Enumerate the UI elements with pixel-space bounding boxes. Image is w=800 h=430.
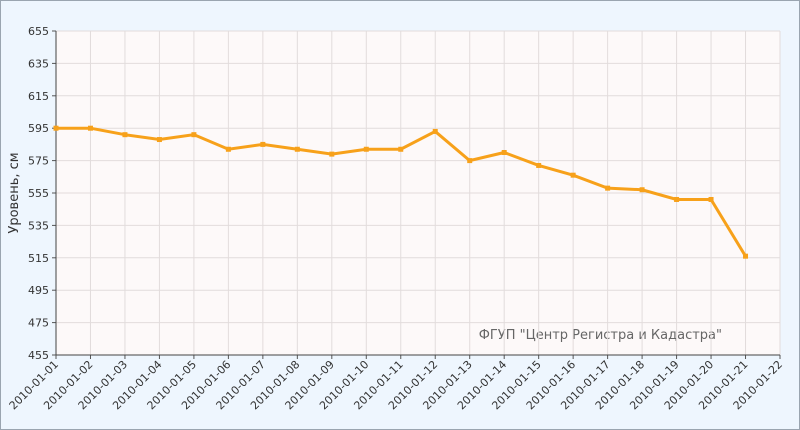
y-tick-label: 615 bbox=[28, 90, 49, 103]
point bbox=[570, 172, 576, 178]
point bbox=[674, 196, 680, 202]
y-tick-label: 455 bbox=[28, 349, 49, 362]
point bbox=[363, 146, 369, 152]
y-tick-label: 555 bbox=[28, 187, 49, 200]
point bbox=[53, 125, 59, 131]
y-tick-label: 475 bbox=[28, 317, 49, 330]
point bbox=[398, 146, 404, 152]
annotation: ФГУП "Центр Регистра и Кадастра" bbox=[479, 328, 722, 343]
y-tick-label: 495 bbox=[28, 284, 49, 297]
point bbox=[432, 128, 438, 134]
y-tick-label: 535 bbox=[28, 219, 49, 232]
y-tick-label: 635 bbox=[28, 57, 49, 70]
point bbox=[87, 125, 93, 131]
point bbox=[329, 151, 335, 157]
y-tick-label: 595 bbox=[28, 122, 49, 135]
point bbox=[122, 132, 128, 138]
y-tick-label: 515 bbox=[28, 252, 49, 265]
point bbox=[467, 158, 473, 164]
point bbox=[191, 132, 197, 138]
point bbox=[536, 162, 542, 168]
y-axis-label: Уровень, см bbox=[7, 152, 22, 233]
point bbox=[260, 141, 266, 147]
point bbox=[501, 150, 507, 155]
point bbox=[708, 196, 714, 202]
point bbox=[225, 146, 231, 152]
point bbox=[639, 187, 645, 193]
point bbox=[156, 137, 162, 143]
point bbox=[294, 146, 300, 152]
point bbox=[605, 185, 611, 191]
y-tick-label: 575 bbox=[28, 155, 49, 168]
y-tick-label: 655 bbox=[28, 25, 49, 38]
point bbox=[743, 253, 749, 259]
